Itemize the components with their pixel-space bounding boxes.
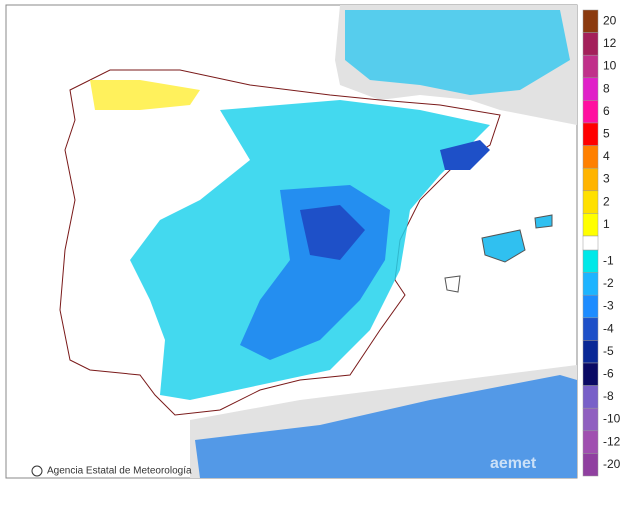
legend-swatch: [582, 190, 599, 214]
legend-swatch: [582, 100, 599, 124]
legend-label: 8: [603, 81, 610, 95]
legend-swatch: [582, 122, 599, 146]
legend-gap: [582, 235, 599, 251]
legend-swatch: [582, 453, 599, 477]
legend: 20 12 10 8 6 5 4 3 2 1 -1 -2 -3 -4 -5 -6 -8 -10 -12 -20: [582, 9, 621, 477]
legend-swatch: [582, 77, 599, 101]
legend-swatch: [582, 430, 599, 454]
legend-swatch: [582, 407, 599, 432]
legend-label: 1: [603, 217, 610, 231]
legend-swatch: [582, 213, 599, 237]
watermark: aemet: [490, 455, 537, 472]
legend-label: -3: [603, 299, 614, 313]
legend-swatch: [582, 145, 599, 169]
legend-swatch: [582, 249, 599, 273]
legend-label: 6: [603, 104, 610, 118]
copyright-icon: [31, 465, 43, 477]
legend-label: 2: [603, 194, 610, 208]
legend-label: 4: [603, 149, 610, 163]
legend-label: -6: [603, 366, 614, 380]
legend-swatch: [582, 9, 599, 33]
legend-label: -1: [603, 253, 614, 267]
menorca: [534, 214, 553, 229]
legend-label: 20: [603, 13, 617, 27]
legend-label: 5: [603, 126, 610, 140]
legend-swatch: [582, 167, 599, 192]
very-strong-anomaly: [300, 205, 365, 260]
legend-swatch: [582, 362, 599, 386]
legend-label: 12: [603, 36, 617, 50]
legend-swatch: [582, 32, 599, 56]
legend-label: -2: [603, 276, 614, 290]
legend-label: -12: [603, 434, 621, 448]
legend-label: -10: [603, 412, 621, 426]
legend-swatch: [582, 272, 599, 296]
legend-swatch: [582, 317, 599, 341]
africa-anomaly: [195, 375, 577, 478]
legend-swatch: [582, 385, 599, 409]
legend-label: -20: [603, 457, 621, 471]
france-anomaly: [345, 10, 570, 95]
legend-label: -5: [603, 344, 614, 358]
credit: Agencia Estatal de Meteorología: [47, 466, 192, 477]
legend-label: -4: [603, 321, 614, 335]
legend-label: -8: [603, 389, 614, 403]
catalonia-anomaly: [440, 140, 490, 170]
warm-anomaly: [90, 80, 200, 110]
legend-label: 10: [603, 59, 617, 73]
legend-swatch: [582, 340, 599, 364]
legend-swatch: [582, 54, 599, 79]
legend-swatch: [582, 294, 599, 319]
ibiza: [444, 275, 461, 293]
mallorca: [481, 229, 526, 263]
legend-label: 3: [603, 172, 610, 186]
